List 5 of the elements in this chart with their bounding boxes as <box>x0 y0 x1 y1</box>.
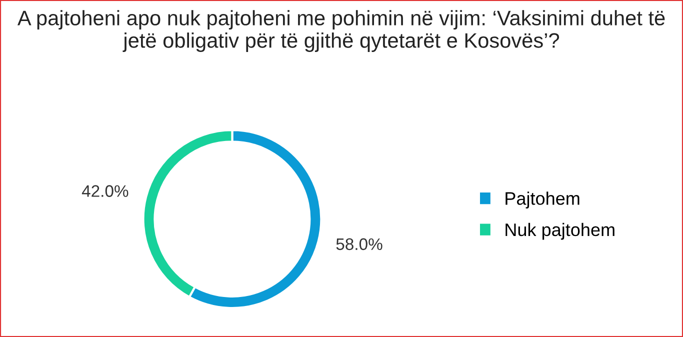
legend-label: Nuk pajtohem <box>506 222 614 240</box>
data-label: 58.0% <box>336 238 382 250</box>
chart-title: A pajtoheni apo nuk pajtoheni me pohimin në vijim: ‘Vaksinimi duhet të jetë obligativ për të gjithë qytetarët e Kosovës’? <box>17 10 665 52</box>
legend-label: Pajtohem <box>506 192 580 208</box>
data-label: 42.0% <box>82 185 128 197</box>
